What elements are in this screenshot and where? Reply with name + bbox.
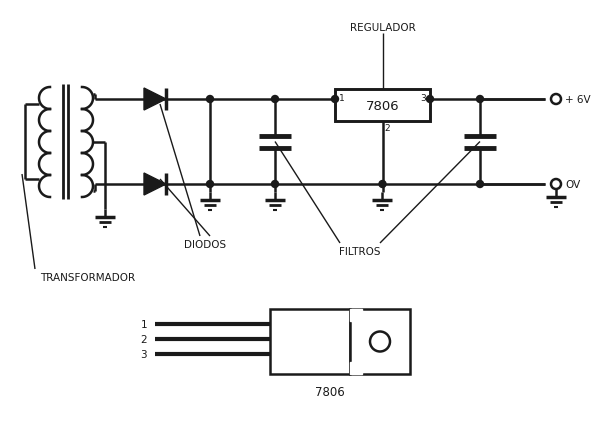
Circle shape: [370, 332, 390, 352]
Text: 3: 3: [420, 94, 426, 103]
Text: 2: 2: [385, 124, 390, 133]
Bar: [350, 309, 362, 321]
Text: REGULADOR: REGULADOR: [350, 23, 416, 33]
Circle shape: [426, 96, 434, 103]
Circle shape: [272, 181, 278, 188]
Text: DIODOS: DIODOS: [184, 240, 226, 250]
Circle shape: [332, 96, 338, 103]
Text: 3: 3: [140, 349, 147, 359]
Text: TRANSFORMADOR: TRANSFORMADOR: [40, 273, 135, 283]
Circle shape: [551, 95, 561, 105]
Text: 1: 1: [339, 94, 345, 103]
Text: FILTROS: FILTROS: [339, 247, 381, 256]
Polygon shape: [144, 89, 166, 111]
Circle shape: [551, 180, 561, 190]
Circle shape: [477, 181, 483, 188]
Text: 2: 2: [140, 334, 147, 344]
Bar: [270, 309, 350, 374]
Bar: [335, 90, 430, 122]
Circle shape: [207, 96, 213, 103]
Circle shape: [379, 181, 386, 188]
Circle shape: [272, 96, 278, 103]
Text: + 6V: + 6V: [565, 95, 591, 105]
Text: 7806: 7806: [365, 99, 399, 112]
Text: 1: 1: [140, 319, 147, 329]
Circle shape: [477, 96, 483, 103]
Text: OV: OV: [565, 180, 580, 190]
Circle shape: [207, 181, 213, 188]
Text: 7806: 7806: [315, 386, 345, 398]
Bar: [350, 309, 410, 374]
Polygon shape: [144, 174, 166, 196]
Bar: [350, 362, 362, 374]
